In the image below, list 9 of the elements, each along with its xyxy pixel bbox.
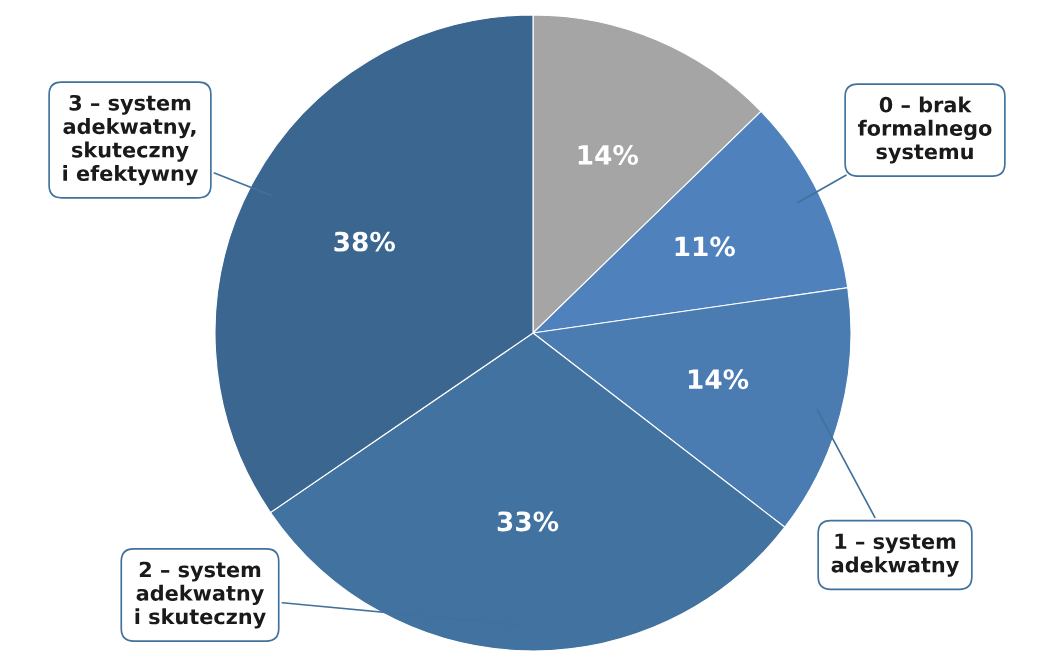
data-label: 38% <box>334 231 395 252</box>
slice-label: 3 – system adekwatny, skuteczny i efektywny <box>63 94 199 186</box>
data-label: 14% <box>688 369 749 390</box>
data-label: 11% <box>675 236 735 257</box>
slice-label: 2 – system adekwatny i skuteczny <box>135 561 266 629</box>
data-label: 14% <box>578 144 639 165</box>
slice-label: 0 – brak formalnego systemu <box>858 96 992 164</box>
data-label: 33% <box>497 511 559 532</box>
slice-label: 1 – system adekwatny <box>831 533 959 577</box>
